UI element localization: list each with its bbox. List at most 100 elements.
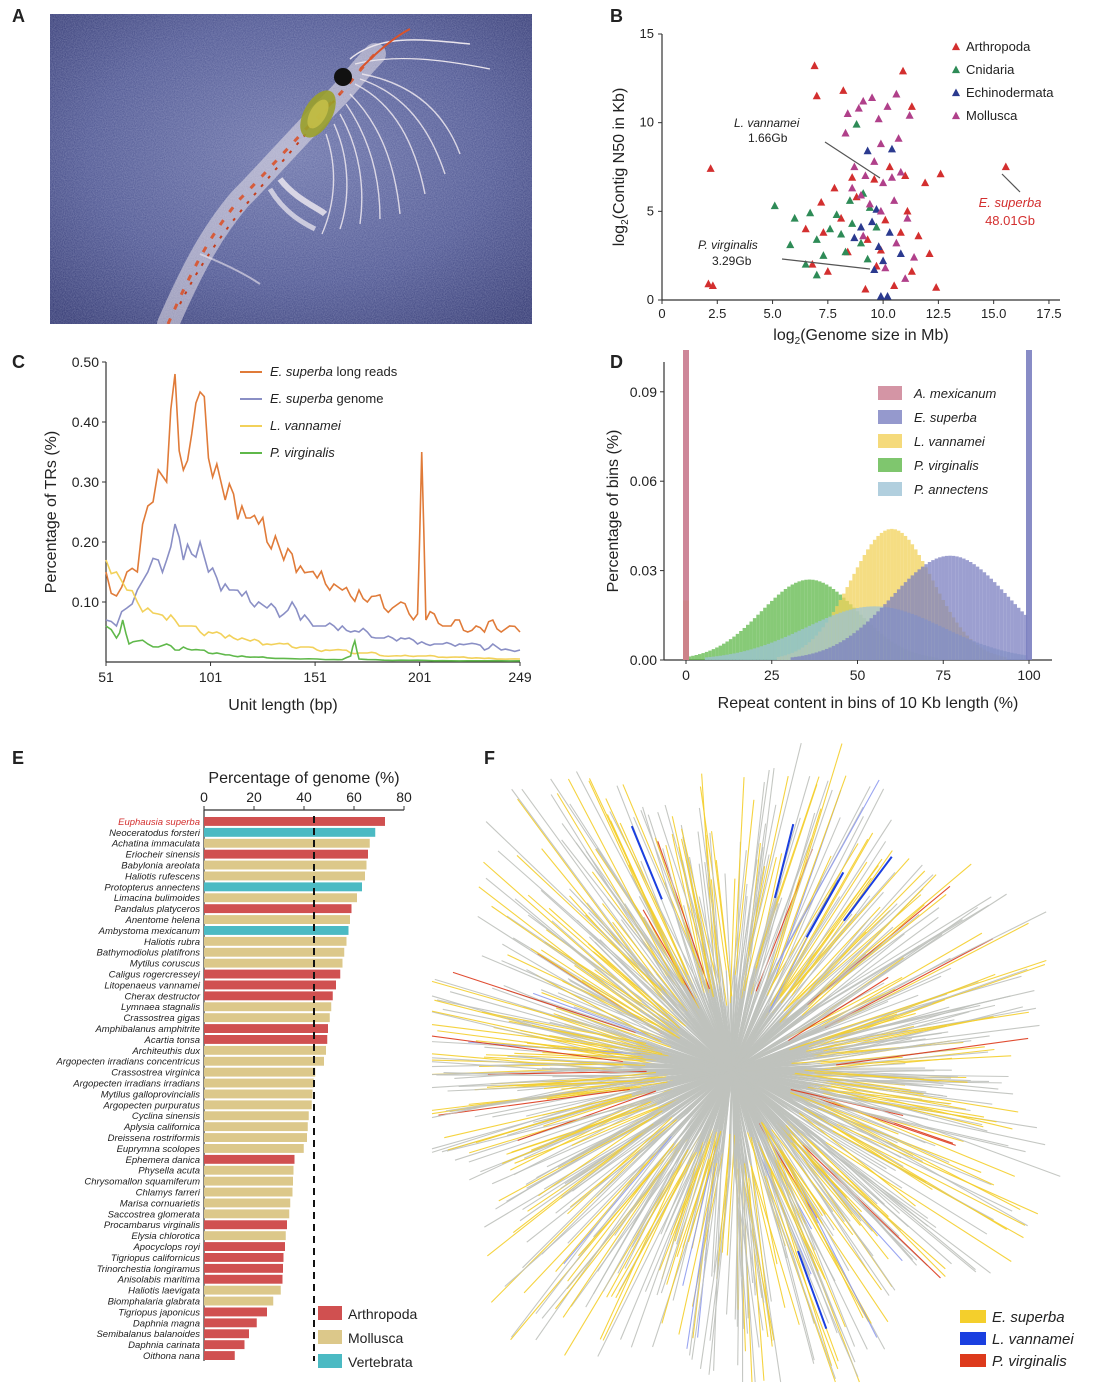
tree-branches [431,742,1061,1383]
data-point-echinodermata [872,205,881,213]
tree-leaf [808,1069,952,1071]
tree-leaf [594,1113,687,1190]
legend-label: E. superba long reads [270,364,398,379]
tree-branch [731,1005,772,1071]
histogram-bar-2 [1013,604,1017,660]
bar [204,1285,281,1295]
tree-leaf [750,1165,773,1347]
tree-leaf [516,855,662,991]
tree-leaf [498,1117,653,1202]
histogram-bar-2 [920,566,925,660]
histogram-bar-2 [962,558,966,660]
tree-leaf [775,1125,861,1226]
tree-leaf [764,780,829,969]
histogram-bar-2 [824,648,829,660]
tree-leaf [740,1165,775,1341]
data-point-cnidaria [863,254,872,263]
data-point-mollusca [896,167,905,176]
annotation-value: 48.01Gb [985,213,1035,228]
tree-leaf [781,944,882,1024]
data-point-cnidaria [812,235,821,243]
data-point-arthropoda [819,228,828,236]
tree-leaf [689,1169,715,1356]
histogram-bar-2 [1006,596,1011,660]
data-point-cnidaria [837,229,846,238]
histogram-bar-5 [848,609,853,660]
histogram-bar-5 [722,655,726,660]
tree-leaf [709,832,722,988]
histogram-bar-2 [958,557,963,660]
bar [204,947,345,957]
data-point-mollusca [910,252,919,261]
tree-leaf [735,896,748,1010]
histogram-bar-5 [759,646,764,660]
histogram-bar-2 [886,600,891,660]
tree-leaf [747,1153,786,1308]
tree-leaf [574,965,676,1036]
histogram-bar-2 [797,656,801,660]
tree-leaf [836,1037,1029,1066]
bar [204,849,368,859]
histogram-bar-2 [855,630,860,660]
tree-leaf [531,1024,663,1055]
tree-leaf [506,1104,656,1155]
histogram-bar-2 [876,611,880,660]
category-label: Biomphalaria glabrata [108,1297,200,1308]
histogram-bar-5 [728,654,733,660]
tree-leaf [526,1082,660,1117]
tree-branch [731,1019,785,1071]
histogram-bar-2 [948,555,952,660]
histogram-bar-4 [698,654,702,660]
category-label: Chrysomallon squamiferum [84,1177,200,1188]
data-point-cnidaria [790,213,799,222]
tree-leaf [444,1093,632,1139]
tree-branch [622,1061,733,1071]
tree-branch [664,1026,733,1071]
tree-leaf [464,1081,639,1110]
legend-label: P. virginalis [270,445,335,460]
category-label: Saccostrea glomerata [108,1209,200,1220]
tree-leaf [579,900,684,1008]
histogram-bar-2 [1010,600,1014,660]
histogram-bar-2 [852,633,856,660]
data-point-mollusca [879,178,888,187]
tree-leaf [514,1106,659,1164]
tree-leaf [678,846,710,994]
histogram-bar-3 [869,544,873,660]
tree-branch [653,1025,733,1071]
category-label: Trinorchestia longiramus [97,1264,201,1275]
tree-branch [720,1069,733,1132]
tree-leaf [777,816,864,982]
tree-leaf [619,822,693,984]
tree-branch [731,1069,752,1167]
tree-leaf [431,1010,615,1052]
bar [204,1274,283,1284]
bar [204,827,376,837]
tree-leaf [431,1053,622,1072]
tree-leaf [769,843,859,989]
data-point-mollusca [856,190,866,199]
bar [204,1242,285,1251]
tree-leaf [802,1144,941,1279]
tree-leaf [791,1080,901,1114]
bar [204,1340,245,1350]
histogram-bar-2 [821,650,825,660]
panel-letter-e: E [12,748,25,768]
tree-leaf [620,919,694,1018]
histogram-bar-2 [986,575,990,660]
legend-swatch [878,410,902,424]
bar [204,991,333,1001]
data-point-arthropoda [861,284,870,293]
data-point-mollusca [890,196,899,204]
tree-leaf [776,743,843,959]
tree-leaf [825,1080,1002,1084]
tree-leaf [789,858,910,994]
tree-leaf [716,1143,730,1279]
tree-branch [686,1069,733,1165]
tree-leaf [775,779,880,966]
tree-leaf [504,1150,659,1287]
category-label: Bathymodiolus platifrons [97,948,201,959]
tree-leaf [786,819,892,982]
legend-swatch [960,1310,986,1323]
histogram-bar-5 [718,655,723,660]
